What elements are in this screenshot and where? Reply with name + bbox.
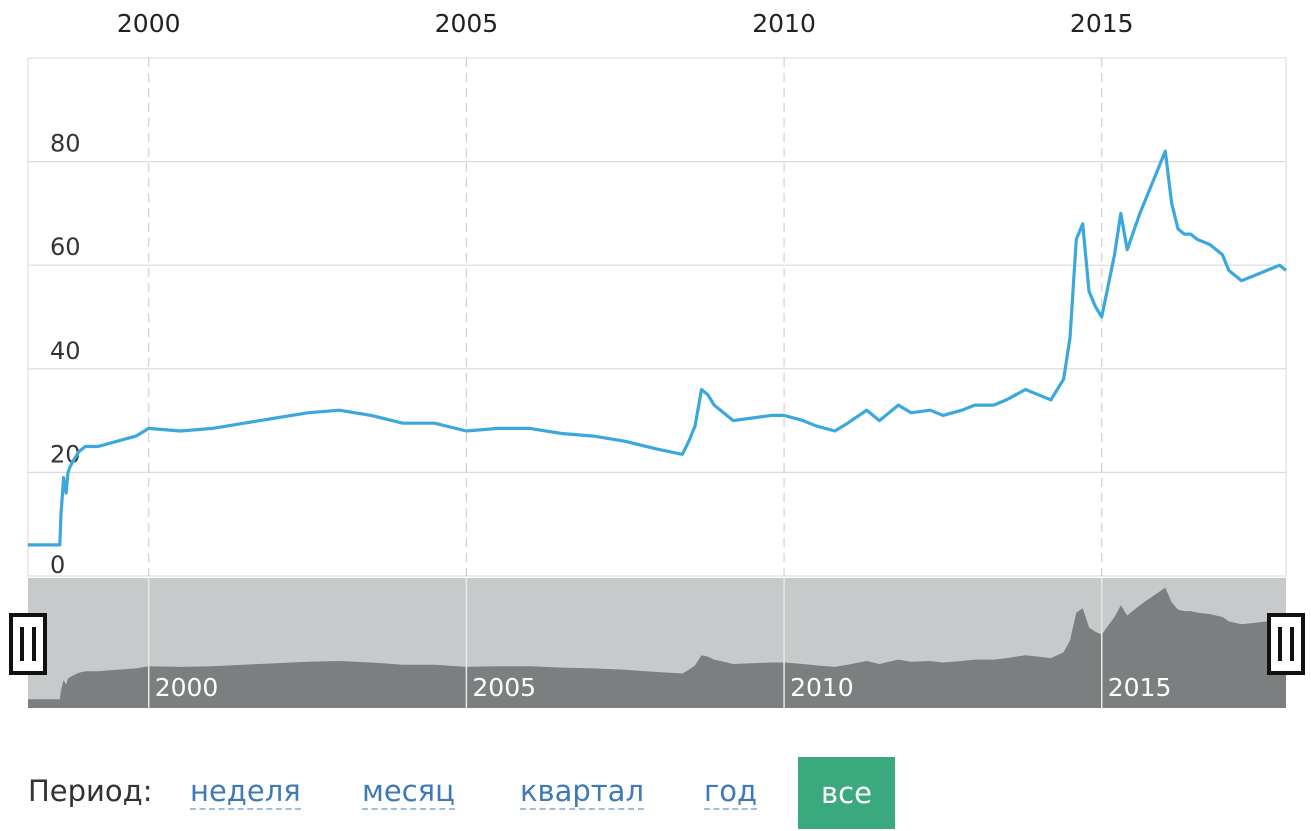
plot-area [27, 57, 1287, 577]
navigator-tick-label: 2015 [1108, 673, 1172, 702]
navigator-tick-label: 2005 [472, 673, 536, 702]
x-tick-label: 2000 [117, 9, 181, 38]
y-tick-label: 60 [50, 233, 81, 261]
period-all-button[interactable]: все [798, 757, 895, 829]
period-label: Период: [28, 774, 153, 808]
series-line [28, 149, 1288, 547]
navigator-area [28, 587, 1286, 708]
y-tick-label: 80 [50, 130, 81, 158]
period-week-link[interactable]: неделя [190, 774, 301, 810]
period-month-link[interactable]: месяц [362, 774, 455, 810]
navigator-right-handle[interactable] [1267, 613, 1305, 675]
x-tick-label: 2005 [435, 9, 499, 38]
navigator-tick-label: 2010 [790, 673, 854, 702]
y-tick-label: 40 [50, 337, 81, 365]
period-year-link[interactable]: год [704, 774, 758, 810]
period-selector: Период: неделя месяц квартал год все [0, 757, 1311, 829]
y-tick-label: 0 [50, 551, 65, 579]
x-tick-label: 2015 [1070, 9, 1134, 38]
x-tick-label: 2010 [752, 9, 816, 38]
price-chart: 0 20 40 60 80 2000 2005 2010 2015 2000 2005 2010 201… [9, 9, 1305, 708]
navigator-left-handle[interactable] [9, 613, 47, 675]
navigator-tick-label: 2000 [155, 673, 219, 702]
period-quarter-link[interactable]: квартал [520, 774, 644, 810]
